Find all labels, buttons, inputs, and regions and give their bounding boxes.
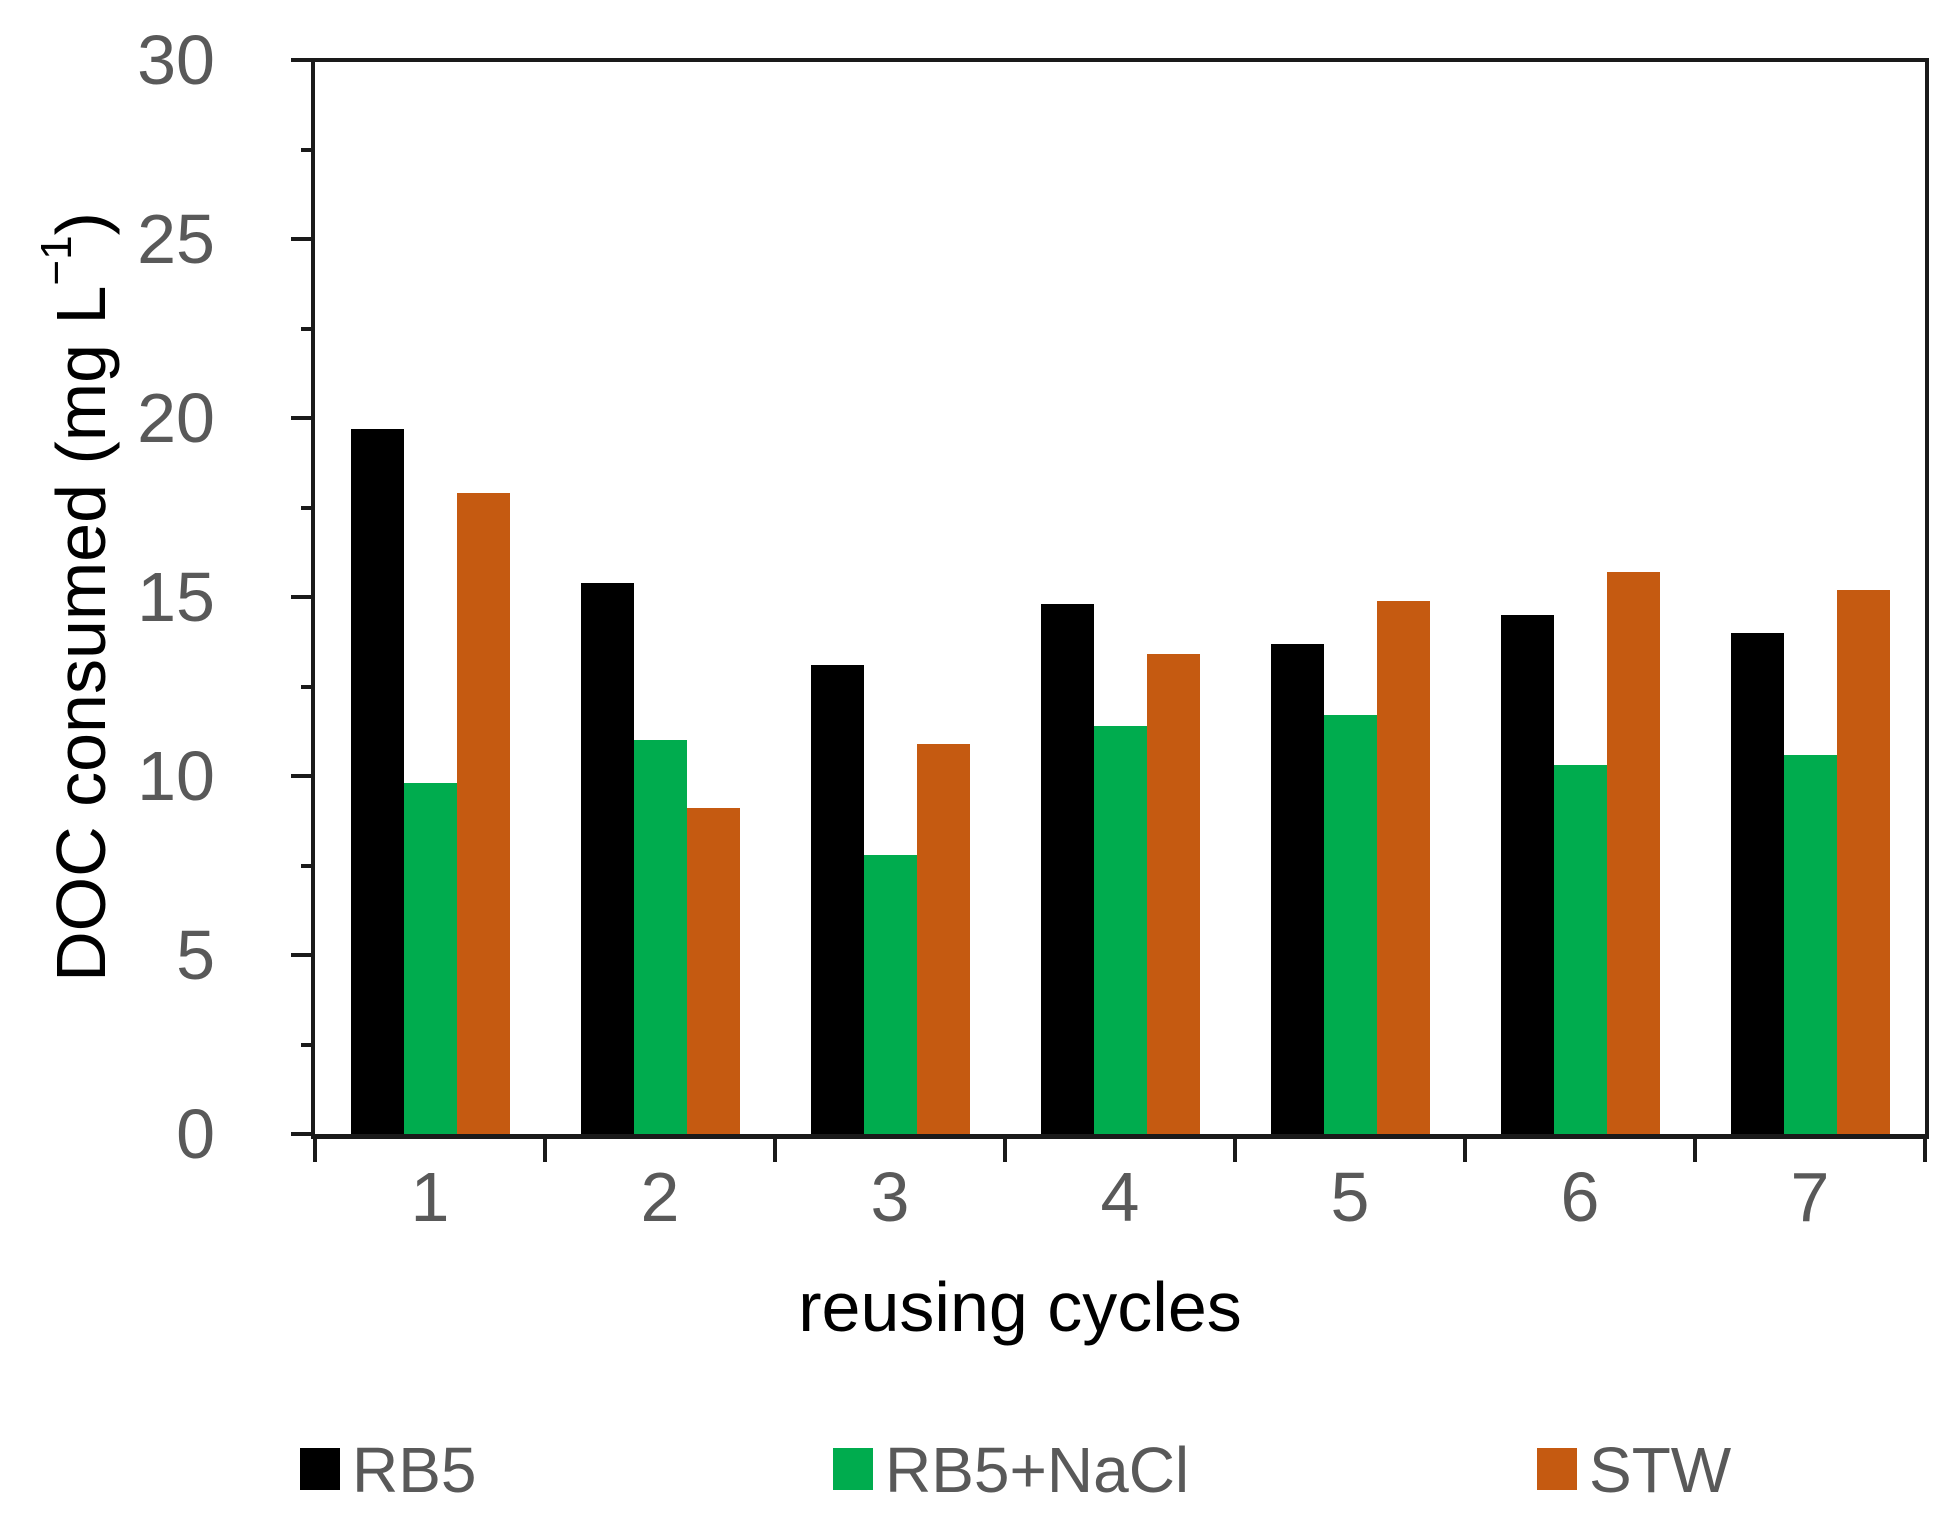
plot-top-border [311, 58, 1929, 62]
x-tick [1233, 1138, 1237, 1162]
x-tick [1693, 1138, 1697, 1162]
bar-rb5-nacl-7 [1784, 755, 1837, 1134]
y-minor-tick [301, 505, 315, 510]
y-tick-label: 15 [137, 558, 215, 636]
y-major-tick [291, 774, 315, 778]
plot-right-border [1925, 58, 1929, 1138]
bar-rb5-nacl-1 [404, 783, 457, 1134]
x-tick-label: 6 [1560, 1158, 1600, 1236]
bar-stw-7 [1837, 590, 1890, 1134]
y-major-tick [291, 58, 315, 62]
y-minor-tick [301, 147, 315, 152]
y-tick-label: 30 [137, 21, 215, 99]
x-tick [1003, 1138, 1007, 1162]
x-axis-line [311, 1134, 1929, 1139]
bar-stw-4 [1147, 654, 1200, 1134]
bar-rb5-2 [581, 583, 634, 1134]
x-tick [1463, 1138, 1467, 1162]
y-major-tick [291, 953, 315, 957]
bar-stw-6 [1607, 572, 1660, 1134]
x-tick-label: 1 [410, 1158, 450, 1236]
x-tick-label: 2 [640, 1158, 680, 1236]
bar-stw-5 [1377, 601, 1430, 1134]
y-tick-label: 20 [137, 379, 215, 457]
y-tick-label: 0 [176, 1095, 215, 1173]
y-minor-tick [301, 1042, 315, 1047]
bar-rb5-5 [1271, 644, 1324, 1134]
legend-marker-rb5 [300, 1448, 340, 1490]
y-minor-tick [301, 863, 315, 868]
bar-rb5-1 [351, 429, 404, 1134]
bar-rb5-7 [1731, 633, 1784, 1134]
bar-rb5-nacl-3 [864, 855, 917, 1134]
bar-stw-3 [917, 744, 970, 1134]
x-tick-label: 7 [1790, 1158, 1830, 1236]
bar-rb5-nacl-6 [1554, 765, 1607, 1134]
legend-item-rb5-nacl: RB5+NaCl [833, 1438, 1253, 1502]
y-tick-label: 10 [137, 737, 215, 815]
y-minor-tick [301, 684, 315, 689]
legend-label: STW [1589, 1434, 1732, 1506]
y-major-tick [291, 1132, 315, 1136]
y-minor-tick [301, 326, 315, 331]
legend-marker-stw [1537, 1448, 1577, 1490]
y-tick-label: 5 [176, 916, 215, 994]
x-tick-label: 5 [1330, 1158, 1370, 1236]
x-tick [1923, 1138, 1927, 1162]
bar-rb5-nacl-5 [1324, 715, 1377, 1134]
legend-item-stw: STW [1537, 1438, 1954, 1502]
bar-stw-2 [687, 808, 740, 1134]
legend-marker-rb5-nacl [833, 1448, 873, 1490]
bar-rb5-nacl-2 [634, 740, 687, 1134]
x-axis-label: reusing cycles [798, 1268, 1242, 1346]
bar-rb5-6 [1501, 615, 1554, 1134]
bar-rb5-3 [811, 665, 864, 1134]
y-major-tick [291, 595, 315, 599]
bar-stw-1 [457, 493, 510, 1134]
bar-rb5-4 [1041, 604, 1094, 1134]
legend-item-rb5: RB5 [300, 1438, 720, 1502]
legend-label: RB5+NaCl [885, 1434, 1190, 1506]
x-tick-label: 3 [870, 1158, 910, 1236]
legend-label: RB5 [352, 1434, 477, 1506]
y-tick-label: 25 [137, 200, 215, 278]
x-tick [543, 1138, 547, 1162]
bar-rb5-nacl-4 [1094, 726, 1147, 1134]
x-tick [313, 1138, 317, 1162]
x-tick [773, 1138, 777, 1162]
y-major-tick [291, 416, 315, 420]
y-major-tick [291, 237, 315, 241]
x-tick-label: 4 [1100, 1158, 1140, 1236]
